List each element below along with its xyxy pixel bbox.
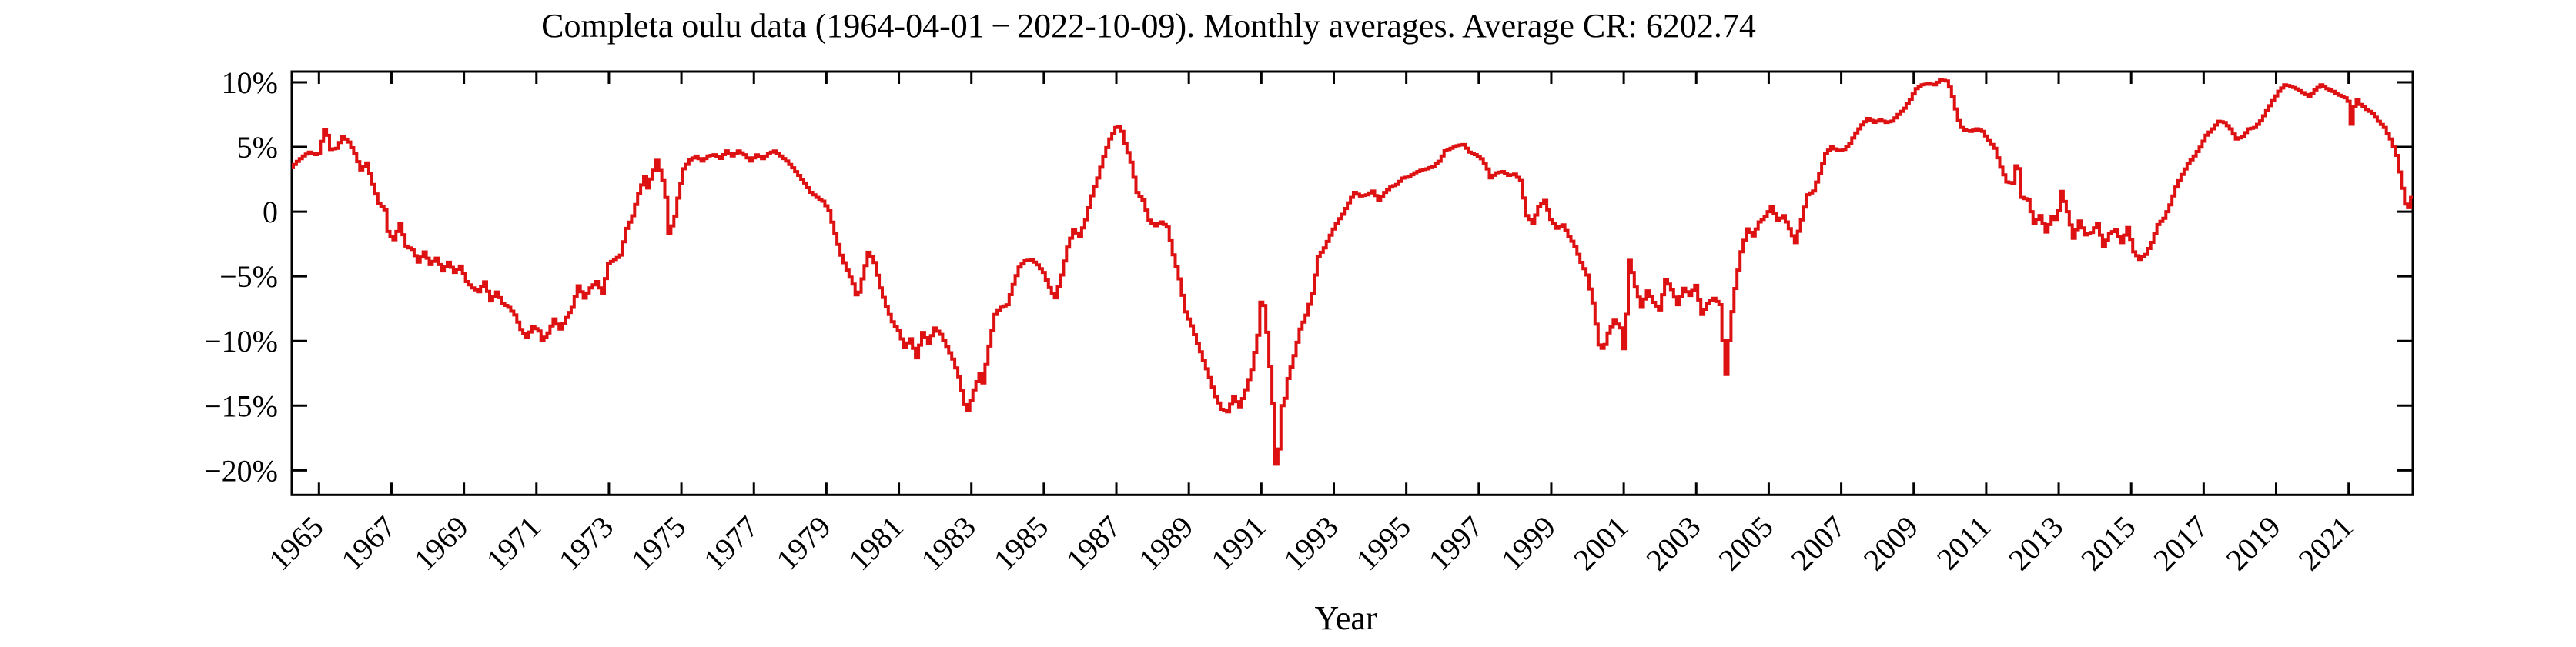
tick-label: 2013 bbox=[2002, 509, 2069, 577]
tick-label: 1997 bbox=[1422, 509, 1490, 577]
plot-frame bbox=[290, 70, 2414, 496]
x-axis-label: Year bbox=[1314, 599, 1377, 637]
x-axis-tick-labels: 1965 1967 1969 1971 1973 1975 1977 1979 1981 1983… bbox=[262, 509, 2360, 577]
tick-label: 1987 bbox=[1059, 509, 1127, 577]
tick-label: 2001 bbox=[1567, 509, 1634, 577]
chart-title: Completa oulu data (1964-04-01 − 2022-10… bbox=[541, 7, 1756, 45]
tick-label: 1989 bbox=[1132, 509, 1199, 577]
tick-label: 1983 bbox=[915, 509, 982, 577]
tick-label: −5% bbox=[219, 259, 278, 294]
tick-label: 1985 bbox=[987, 509, 1055, 577]
data-line-cosmic-ray-series bbox=[292, 78, 2413, 466]
x-axis-ticks bbox=[317, 72, 2350, 495]
tick-label: 1999 bbox=[1494, 509, 1562, 577]
tick-label: −20% bbox=[204, 453, 278, 488]
tick-label: 1971 bbox=[480, 509, 547, 577]
tick-label: 1967 bbox=[334, 509, 402, 577]
tick-label: 1991 bbox=[1204, 509, 1272, 577]
tick-label: −10% bbox=[204, 324, 278, 359]
tick-label: 1973 bbox=[552, 509, 620, 577]
tick-label: 1977 bbox=[697, 509, 764, 577]
tick-label: 2003 bbox=[1639, 509, 1707, 577]
tick-label: 2009 bbox=[1857, 509, 1925, 577]
y-axis-ticks bbox=[292, 81, 2413, 472]
tick-label: 1979 bbox=[769, 509, 837, 577]
tick-label: 1969 bbox=[407, 509, 475, 577]
tick-label: 1975 bbox=[624, 509, 692, 577]
tick-label: 2005 bbox=[1711, 509, 1779, 577]
tick-label: 2019 bbox=[2219, 509, 2287, 577]
tick-label: 5% bbox=[237, 130, 278, 165]
tick-label: 1981 bbox=[842, 509, 910, 577]
tick-label: 2011 bbox=[1930, 509, 1997, 576]
tick-label: 2007 bbox=[1785, 509, 1852, 577]
tick-label: 0 bbox=[263, 195, 278, 229]
tick-label: 10% bbox=[222, 65, 278, 100]
tick-label: 2017 bbox=[2146, 509, 2214, 577]
tick-label: 2021 bbox=[2292, 509, 2360, 577]
tick-label: 1993 bbox=[1276, 509, 1344, 577]
tick-label: 1995 bbox=[1350, 509, 1417, 577]
y-axis-tick-labels: 10% 5% 0 −5% −10% −15% −20% bbox=[204, 65, 278, 488]
tick-label: 2015 bbox=[2074, 509, 2142, 577]
tick-label: 1965 bbox=[262, 509, 330, 577]
tick-label: −15% bbox=[204, 389, 278, 423]
